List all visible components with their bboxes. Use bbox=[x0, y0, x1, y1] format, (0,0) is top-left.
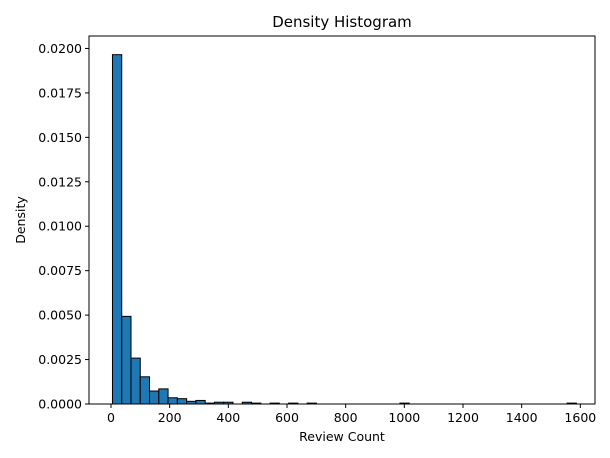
y-tick-label: 0.0200 bbox=[38, 41, 82, 56]
histogram-bar bbox=[195, 399, 206, 405]
histogram-bar bbox=[149, 390, 160, 405]
plot-area-frame bbox=[88, 35, 596, 405]
chart-title: Density Histogram bbox=[272, 13, 412, 31]
histogram-bar bbox=[111, 54, 123, 405]
y-tick-label: 0.0025 bbox=[38, 352, 82, 367]
y-tick-label: 0.0125 bbox=[38, 174, 82, 189]
x-tick-label: 1400 bbox=[506, 410, 538, 425]
x-axis-title: Review Count bbox=[299, 429, 385, 444]
x-tick-label: 1000 bbox=[388, 410, 420, 425]
y-tick-label: 0.0050 bbox=[38, 308, 82, 323]
y-axis-ticks: 0.0000 0.0025 0.0050 0.0075 0.0100 0.0125 0.01… bbox=[38, 41, 89, 412]
histogram-bar bbox=[158, 388, 169, 405]
x-axis-ticks: 0 200 400 600 800 1000 1200 1400 1600 bbox=[107, 404, 596, 425]
y-tick-label: 0.0175 bbox=[38, 85, 82, 100]
histogram-bar bbox=[167, 397, 178, 405]
y-axis-title: Density bbox=[13, 196, 28, 244]
x-tick-label: 600 bbox=[275, 410, 299, 425]
x-tick-label: 800 bbox=[334, 410, 358, 425]
y-tick-label: 0.0075 bbox=[38, 263, 82, 278]
histogram-bar bbox=[130, 357, 141, 405]
x-tick-label: 0 bbox=[107, 410, 115, 425]
y-tick-label: 0.0000 bbox=[38, 397, 82, 412]
histogram-bar bbox=[139, 376, 151, 405]
x-tick-label: 400 bbox=[216, 410, 240, 425]
x-tick-label: 1600 bbox=[564, 410, 596, 425]
histogram-bar bbox=[176, 398, 188, 405]
histogram-bars bbox=[111, 54, 577, 405]
histogram-bar bbox=[121, 315, 132, 405]
x-tick-label: 200 bbox=[158, 410, 182, 425]
y-tick-label: 0.0150 bbox=[38, 130, 82, 145]
x-tick-label: 1200 bbox=[447, 410, 479, 425]
y-tick-label: 0.0100 bbox=[38, 219, 82, 234]
